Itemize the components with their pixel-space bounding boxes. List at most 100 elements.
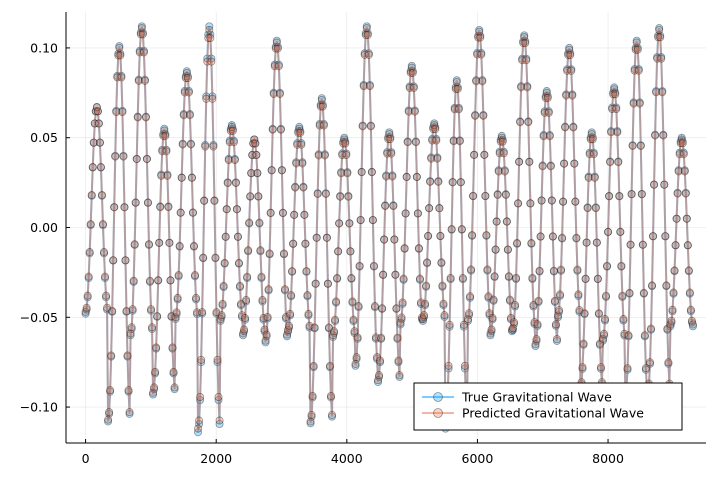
data-point <box>175 241 184 250</box>
data-point <box>424 231 433 240</box>
data-point <box>187 173 196 182</box>
data-point <box>390 235 399 244</box>
data-point <box>492 217 501 226</box>
y-tick-label: −0.05 <box>20 310 58 325</box>
data-point <box>453 84 462 93</box>
data-point <box>165 238 174 247</box>
data-point <box>620 329 629 338</box>
data-point <box>93 107 102 116</box>
data-point <box>652 88 661 97</box>
data-point <box>138 30 147 39</box>
data-point <box>550 296 559 305</box>
data-point <box>357 168 366 177</box>
data-point <box>541 93 550 102</box>
legend-marker <box>433 392 443 402</box>
data-point <box>278 208 287 217</box>
data-point <box>360 50 369 59</box>
data-point <box>235 281 244 290</box>
data-point <box>315 121 324 130</box>
data-point <box>546 162 555 171</box>
data-point <box>638 240 647 249</box>
data-point <box>351 359 360 368</box>
data-point <box>497 133 506 142</box>
data-point <box>284 325 293 334</box>
data-point <box>202 94 211 103</box>
data-point <box>249 139 258 148</box>
data-point <box>486 329 495 338</box>
data-point <box>496 137 505 146</box>
data-point <box>612 105 621 114</box>
data-point <box>571 197 580 206</box>
data-point <box>168 343 177 352</box>
data-point <box>551 320 560 329</box>
data-point <box>616 227 625 236</box>
data-point <box>262 330 271 339</box>
data-point <box>183 74 192 83</box>
data-point <box>160 126 169 135</box>
data-point <box>504 272 513 281</box>
data-point <box>394 356 403 365</box>
data-point <box>549 266 558 275</box>
data-point <box>479 111 488 120</box>
data-point <box>291 183 300 192</box>
data-point <box>558 233 567 242</box>
data-point <box>197 355 206 364</box>
data-point <box>388 172 397 181</box>
data-point <box>560 159 569 168</box>
data-point <box>523 83 532 92</box>
data-point <box>593 274 602 283</box>
data-point <box>368 215 377 224</box>
data-point <box>198 308 207 317</box>
data-point <box>222 205 231 214</box>
data-point <box>425 204 434 213</box>
data-point <box>406 68 415 77</box>
data-point <box>177 173 186 182</box>
data-point <box>248 150 257 159</box>
data-point <box>619 315 628 324</box>
data-point <box>478 77 487 86</box>
data-point <box>129 276 138 285</box>
data-point <box>279 249 288 258</box>
data-point <box>306 417 315 426</box>
data-point <box>380 235 389 244</box>
data-point <box>224 156 233 165</box>
data-point <box>234 258 243 267</box>
data-point <box>104 415 113 424</box>
data-point <box>267 166 276 175</box>
data-point <box>544 108 553 117</box>
data-point <box>134 76 143 85</box>
data-point <box>164 203 173 212</box>
data-point <box>614 158 623 167</box>
data-point <box>194 424 203 433</box>
data-point <box>119 152 128 161</box>
data-point <box>658 88 667 97</box>
data-point <box>161 131 170 140</box>
data-point <box>344 192 353 201</box>
data-point <box>324 323 333 332</box>
data-point <box>146 276 155 285</box>
data-point <box>347 274 356 283</box>
data-point <box>661 232 670 241</box>
data-point <box>516 118 525 127</box>
data-point <box>294 128 303 137</box>
data-point <box>543 93 552 102</box>
data-point <box>485 309 494 318</box>
data-point <box>215 416 224 425</box>
data-point <box>179 111 188 120</box>
data-point <box>451 84 460 93</box>
data-point <box>463 315 472 324</box>
data-point <box>358 122 367 131</box>
data-point <box>421 299 430 308</box>
data-point <box>637 190 646 199</box>
data-point <box>650 180 659 189</box>
data-point <box>309 361 318 370</box>
data-point <box>139 48 148 57</box>
data-point <box>587 130 596 139</box>
data-point <box>228 126 237 135</box>
data-point <box>158 147 167 156</box>
data-point <box>536 232 545 241</box>
data-point <box>657 54 666 63</box>
data-point <box>387 149 396 158</box>
data-point <box>199 253 208 262</box>
data-point <box>655 25 664 34</box>
